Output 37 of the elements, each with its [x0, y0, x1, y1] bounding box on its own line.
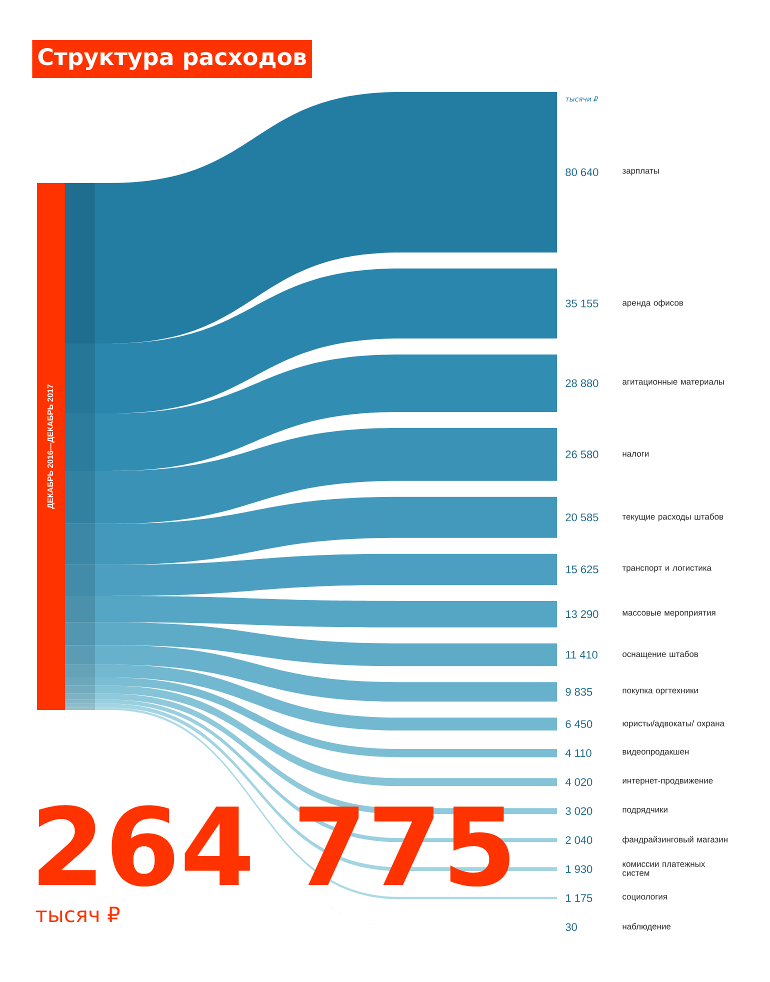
data-label: 35 155: [566, 300, 598, 308]
category-label: текущие расходы штабов: [622, 513, 724, 522]
text: Структура расходов: [38, 48, 306, 70]
category-label: агитационные материалы: [622, 380, 724, 386]
category-label: фандрайзинговый магазин: [622, 836, 728, 844]
data-label: 9 835: [566, 688, 592, 696]
data-label: 6 450: [566, 720, 592, 728]
category-label: зарплаты: [622, 169, 659, 176]
data-label: 3 020: [566, 807, 592, 815]
text: 264 775: [38, 805, 510, 887]
category-label: массовые мероприятия: [622, 611, 716, 618]
category-label: интернет-продвижение: [622, 778, 713, 786]
category-label: покупка оргтехники: [622, 688, 698, 696]
data-label: 26 580: [566, 450, 598, 458]
data-label: 1 175: [566, 894, 592, 902]
category-label: транспорт и логистика: [622, 566, 712, 573]
data-label: 30: [566, 923, 577, 931]
data-label: 2 040: [566, 836, 592, 844]
data-label: 15 625: [566, 566, 598, 574]
text: тысяч ₽: [36, 906, 120, 922]
category-label: юристы/адвокаты/ охрана: [622, 720, 725, 728]
category-label: подрядчики: [622, 808, 668, 814]
category-label: комиссии платежных систем: [622, 862, 706, 876]
data-label: 1 930: [566, 865, 592, 873]
data-label: 20 585: [566, 513, 598, 522]
data-label: 28 880: [566, 379, 598, 388]
category-label: наблюдение: [622, 923, 671, 932]
category-label: оснащение штабов: [622, 650, 698, 659]
data-label: 4 110: [565, 749, 592, 757]
data-label: 11 410: [566, 650, 598, 659]
category-label: видеопродакшен: [622, 750, 689, 756]
data-label: 4 020: [565, 778, 592, 786]
category-label: социология: [622, 894, 667, 902]
category-label: аренда офисов: [622, 300, 684, 308]
data-label: 80 640: [566, 168, 598, 176]
data-label: 13 290: [566, 610, 598, 618]
category-label: налоги: [622, 452, 649, 457]
